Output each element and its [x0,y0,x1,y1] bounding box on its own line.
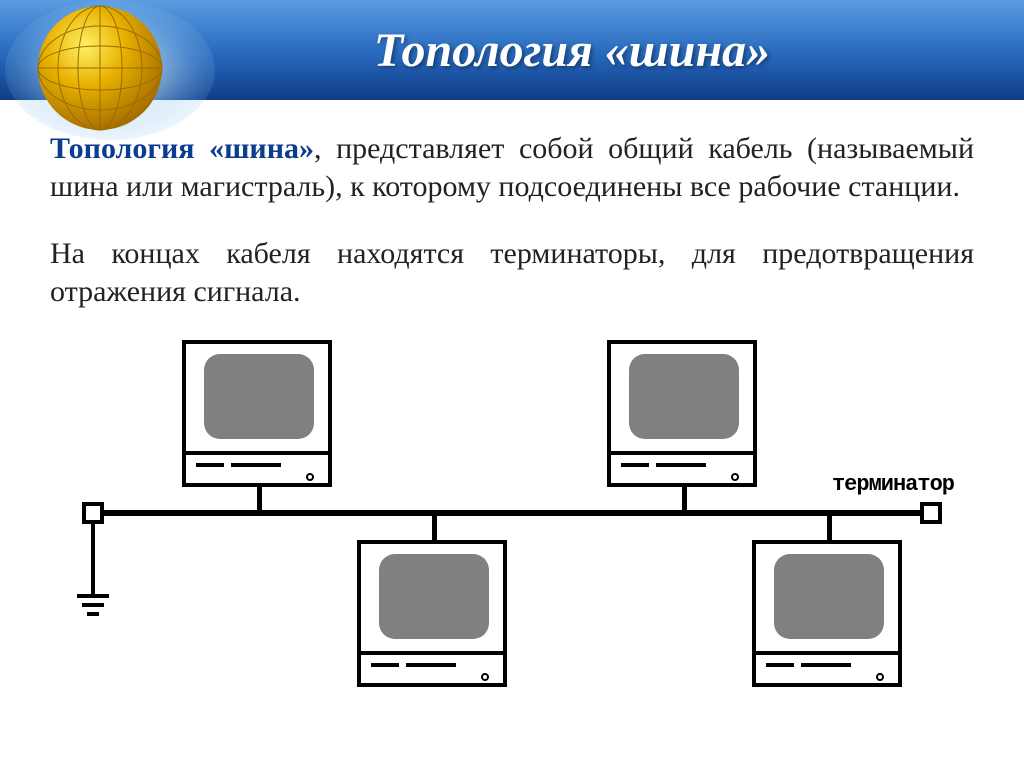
slide-header: Топология «шина» [0,0,1024,100]
paragraph-terminators: На концах кабеля находятся терминаторы, … [50,235,974,310]
drop-cable [682,487,687,513]
bus-cable [92,510,932,516]
content-area: Топология «шина», представляет собой общ… [0,100,1024,680]
workstation-icon [752,540,902,687]
ground-wire [91,524,95,594]
drop-cable [827,513,832,541]
globe-icon [0,0,220,150]
diagram-container: терминатор [50,340,974,670]
ground-symbol [77,594,109,621]
bus-topology-diagram: терминатор [52,340,972,670]
terminator-right [920,502,942,524]
terminator-label: терминатор [832,472,954,497]
drop-cable [432,513,437,541]
drop-cable [257,487,262,513]
terminator-left [82,502,104,524]
workstation-icon [357,540,507,687]
workstation-icon [182,340,332,487]
workstation-icon [607,340,757,487]
page-title: Топология «шина» [374,23,770,78]
